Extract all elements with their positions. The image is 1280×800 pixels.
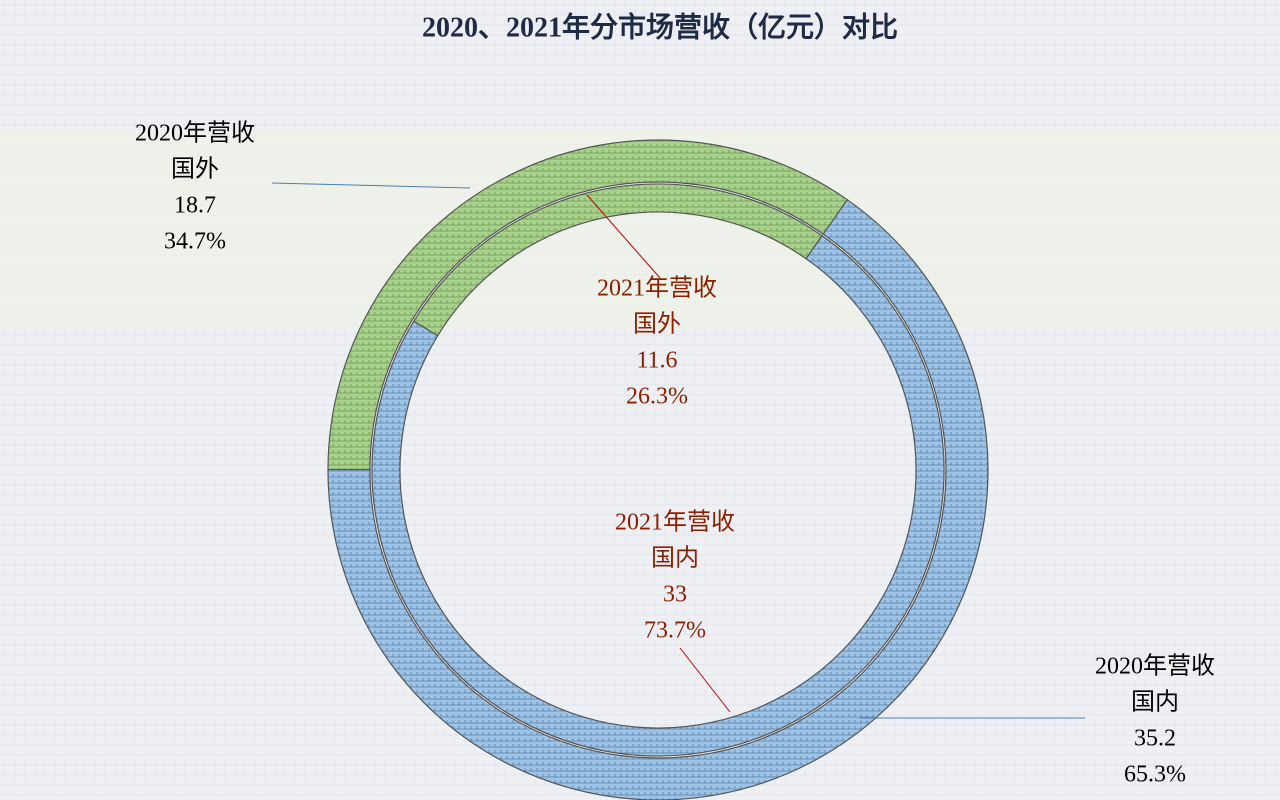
leader-line — [271, 182, 471, 189]
percent-label: 34.7% — [164, 229, 226, 255]
donut-slice — [412, 183, 823, 337]
donut-slice — [327, 139, 849, 471]
series-label: 2021年营收 — [615, 509, 735, 536]
percent-label: 73.7% — [644, 618, 706, 644]
category-label: 国内 — [1131, 689, 1179, 716]
value-label: 35.2 — [1134, 726, 1176, 752]
category-label: 国外 — [633, 311, 681, 338]
leader-line — [679, 647, 731, 713]
leader-line — [586, 194, 661, 279]
donut-slice — [371, 234, 945, 757]
percent-label: 26.3% — [626, 384, 688, 410]
series-label: 2021年营收 — [597, 275, 717, 302]
chart-title: 2020、2021年分市场营收（亿元）对比 — [422, 10, 898, 43]
category-label: 国外 — [171, 156, 219, 183]
donut-slice — [327, 198, 989, 800]
value-label: 33 — [663, 582, 687, 608]
series-label: 2020年营收 — [1095, 653, 1215, 680]
category-label: 国内 — [651, 545, 699, 572]
percent-label: 65.3% — [1124, 762, 1186, 788]
value-label: 11.6 — [636, 348, 677, 374]
series-label: 2020年营收 — [135, 120, 255, 147]
value-label: 18.7 — [174, 193, 216, 219]
